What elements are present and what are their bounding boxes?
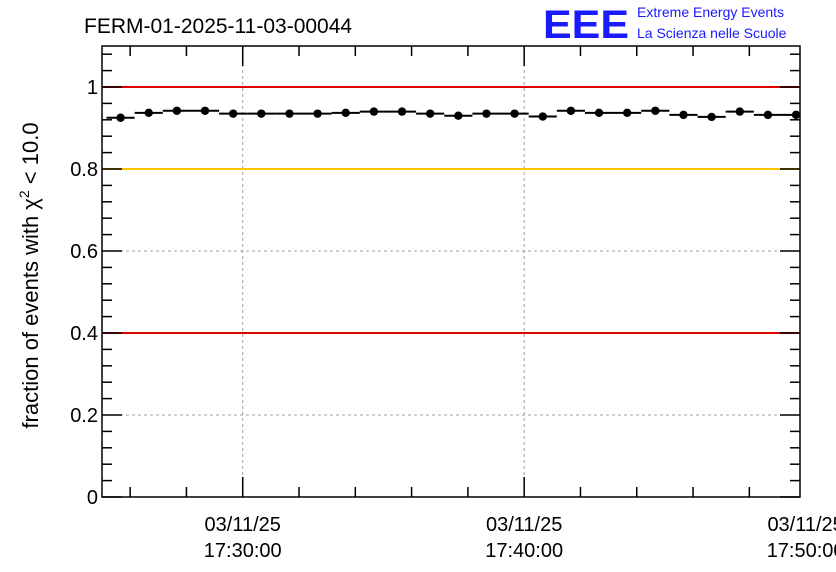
data-point-marker: [510, 109, 519, 118]
data-point: [697, 112, 726, 122]
plot-frame: [101, 45, 801, 498]
axes: 0 0.2 0.4 0.6 0.8 1 03/11/25 17:30:00 03/11/25 17…: [70, 45, 836, 562]
data-point-marker: [622, 108, 632, 118]
data-point-marker: [763, 110, 773, 120]
data-point-marker: [144, 108, 153, 118]
data-point: [753, 110, 782, 120]
data-point-marker: [228, 109, 238, 118]
y-axis-label-prefix: fraction of events with: [18, 210, 43, 429]
logo: EEE Extreme Energy Events La Scienza nel…: [543, 3, 787, 47]
data-point-marker: [116, 113, 125, 122]
data-point-marker: [482, 109, 491, 118]
y-axis-label-suffix: < 10.0: [18, 122, 43, 190]
data-point: [641, 106, 670, 115]
data-point-marker: [707, 112, 716, 122]
data-point: [669, 110, 698, 120]
data-point: [247, 109, 276, 118]
data-point: [331, 108, 360, 118]
data-point: [584, 108, 614, 118]
data-point-marker: [341, 108, 350, 118]
reference-lines: [102, 86, 800, 334]
data-point-marker: [735, 107, 744, 116]
data-point-marker: [791, 110, 801, 120]
data-point: [219, 109, 248, 118]
data-point-marker: [313, 109, 322, 118]
data-point: [472, 109, 501, 118]
data-point-marker: [397, 107, 407, 116]
y-tick-label: 0.6: [70, 241, 98, 263]
data-point: [528, 112, 557, 121]
data-point: [387, 107, 417, 116]
data-point: [416, 109, 445, 118]
chi-symbol: χ: [18, 198, 43, 210]
data-point: [275, 109, 304, 118]
data-point: [162, 106, 191, 115]
data-point-marker: [257, 109, 266, 118]
y-tick-label: 0.8: [70, 159, 98, 181]
data-point: [613, 108, 642, 118]
y-axis-label: fraction of events with χ2 < 10.0: [16, 122, 43, 428]
x-tick-label-time: 17:50:00: [767, 540, 836, 562]
data-point: [359, 107, 388, 116]
data-point: [106, 113, 135, 122]
data-point-marker: [285, 109, 294, 118]
data-point: [444, 111, 473, 120]
data-point-marker: [566, 106, 576, 115]
logo-line-1: Extreme Energy Events: [637, 4, 784, 20]
data-point-marker: [679, 110, 688, 120]
eee-logo-mark: EEE: [543, 3, 629, 47]
x-tick-label-time: 17:30:00: [204, 540, 282, 562]
y-tick-label: 0.2: [70, 405, 98, 427]
data-point-marker: [594, 108, 604, 118]
data-point-marker: [200, 106, 210, 115]
data-point-marker: [538, 112, 547, 121]
data-point: [556, 106, 585, 115]
data-point-marker: [454, 111, 463, 120]
data-point: [500, 109, 529, 118]
y-tick-label: 0: [87, 487, 98, 509]
y-tick-label: 0.4: [70, 323, 98, 345]
data-points: [106, 106, 801, 122]
y-axis-label-text: fraction of events with χ2 < 10.0: [16, 122, 43, 428]
chart-title: FERM-01-2025-11-03-00044: [84, 15, 352, 38]
data-point: [725, 107, 754, 116]
data-point-marker: [172, 106, 182, 115]
data-point-marker: [425, 109, 435, 118]
data-point: [134, 108, 163, 118]
data-point: [190, 106, 220, 115]
x-tick-label-date: 03/11/25: [205, 514, 281, 536]
data-point: [303, 109, 332, 118]
data-point-marker: [369, 107, 379, 116]
data-point-marker: [651, 106, 660, 115]
x-tick-label-date: 03/11/25: [486, 514, 562, 536]
x-tick-label-time: 17:40:00: [485, 540, 563, 562]
data-point: [781, 110, 801, 120]
x-tick-label-date: 03/11/25: [767, 514, 836, 536]
logo-line-2: La Scienza nelle Scuole: [637, 25, 787, 41]
y-tick-label: 1: [87, 77, 98, 99]
y-axis-label-exponent: 2: [16, 190, 32, 198]
